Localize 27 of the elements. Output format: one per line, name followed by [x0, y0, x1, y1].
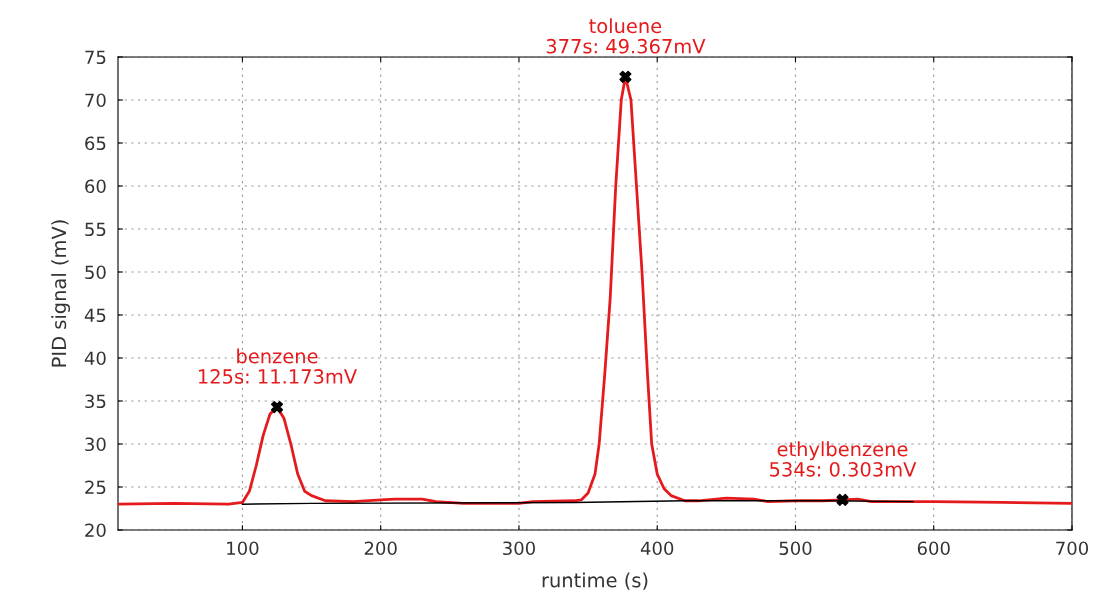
y-tick-label: 50: [85, 265, 106, 280]
x-axis-title: runtime (s): [542, 572, 648, 590]
y-tick-label: 60: [85, 179, 106, 194]
annotation: toluene 377s: 49.367mV: [546, 18, 706, 54]
point: [270, 400, 284, 414]
x-tick-label: 200: [364, 541, 397, 556]
y-tick-label: 20: [85, 523, 106, 538]
point: [619, 70, 632, 83]
annotation: benzene 125s: 11.173mV: [199, 348, 357, 384]
y-tick-label: 65: [85, 136, 106, 151]
y-tick-label: 40: [84, 351, 106, 366]
y-axis-title: PID signal (mV): [51, 220, 71, 367]
y-tick-label: 55: [85, 222, 106, 237]
y-tick-label: 25: [85, 480, 106, 495]
y-tick-label: 35: [85, 394, 106, 409]
x-tick-label: 100: [227, 541, 259, 556]
x-tick-label: 700: [1056, 541, 1089, 556]
point: [836, 493, 849, 506]
x-tick-label: 600: [917, 541, 950, 556]
annotation: ethylbenzene 534s: 0.303mV: [770, 441, 917, 477]
x-tick-label: 500: [779, 541, 812, 556]
x-tick-label: 300: [503, 541, 535, 556]
y-tick-label: 45: [84, 308, 106, 323]
y-tick-label: 70: [85, 93, 106, 108]
x-tick-label: 400: [640, 541, 674, 556]
y-tick-label: 75: [85, 50, 106, 65]
y-tick-label: 30: [85, 437, 106, 452]
